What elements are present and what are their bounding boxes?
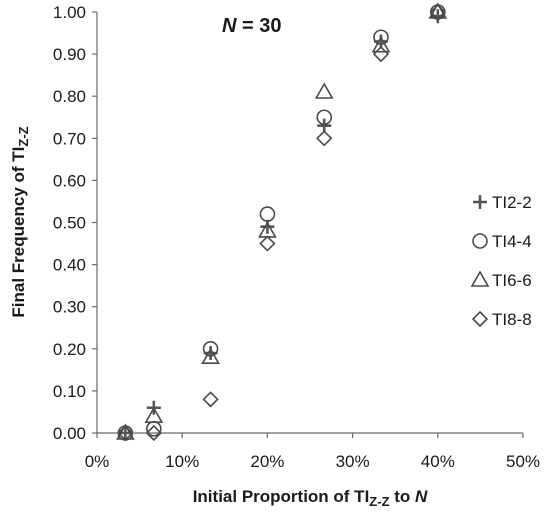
y-axis-title: Final Frequency of TIZ-Z xyxy=(9,126,31,317)
x-axis-title-main: Initial Proportion of TI xyxy=(193,487,370,506)
legend: TI2-2 TI4-4 TI6-6 TI8-8 xyxy=(470,193,532,329)
point-ti6-6 xyxy=(314,82,334,99)
legend-marker-ti6-6 xyxy=(470,270,490,287)
legend-label-ti8-8: TI8-8 xyxy=(492,310,532,329)
point-ti6-6 xyxy=(371,36,391,53)
legend-label-ti6-6: TI6-6 xyxy=(492,271,532,290)
y-tick-label: 0.00 xyxy=(53,424,86,443)
y-tick-label: 0.80 xyxy=(53,87,86,106)
legend-label-ti4-4: TI4-4 xyxy=(492,232,532,251)
point-ti8-8 xyxy=(259,235,276,252)
point-ti4-4 xyxy=(373,29,389,46)
y-tick-label: 0.50 xyxy=(53,214,86,233)
x-axis-title: Initial Proportion of TIZ-Z to N xyxy=(193,487,428,509)
y-tick-label: 0.60 xyxy=(53,171,86,190)
x-axis-title-mid: to xyxy=(390,487,416,506)
legend-label-ti2-2: TI2-2 xyxy=(492,193,532,212)
y-tick-label: 0.40 xyxy=(53,256,86,275)
point-ti8-8 xyxy=(372,45,390,63)
plot-axes xyxy=(96,12,523,434)
legend-marker-ti2-2 xyxy=(473,195,487,209)
y-axis-title-sub: Z-Z xyxy=(16,126,31,146)
y-tick-label: 0.20 xyxy=(53,340,86,359)
point-ti6-6 xyxy=(144,406,164,423)
point-ti8-8 xyxy=(316,130,333,147)
annotation-value: = 30 xyxy=(236,15,281,37)
data-points xyxy=(115,2,448,442)
y-tick-label: 0.30 xyxy=(53,298,86,317)
legend-marker-ti4-4 xyxy=(472,233,488,249)
y-tick-label: 1.00 xyxy=(53,3,86,22)
point-ti8-8 xyxy=(429,3,446,21)
y-tick-label: 0.70 xyxy=(53,129,86,148)
point-ti4-4 xyxy=(259,206,276,222)
y-tick-labels: 0.00 0.10 0.20 0.30 0.40 0.50 0.60 0.70 0.80 0.90… xyxy=(53,3,97,443)
point-ti8-8 xyxy=(145,424,162,442)
point-ti4-4 xyxy=(202,340,219,357)
x-axis-title-sub: Z-Z xyxy=(369,494,389,509)
point-ti8-8 xyxy=(117,424,134,442)
x-tick-label: 50% xyxy=(506,452,540,471)
x-axis-title-n: N xyxy=(415,487,428,506)
point-ti6-6 xyxy=(201,347,220,365)
x-tick-label: 40% xyxy=(421,452,455,471)
y-tick-label: 0.90 xyxy=(53,45,86,64)
point-ti8-8 xyxy=(202,391,219,408)
x-tick-label: 20% xyxy=(250,452,284,471)
annotation-n: N xyxy=(222,15,237,37)
x-tick-label: 10% xyxy=(165,452,199,471)
legend-marker-ti8-8 xyxy=(471,310,489,328)
point-ti4-4 xyxy=(146,420,162,437)
chart-annotation: N = 30 xyxy=(222,15,282,37)
x-tick-label: 0% xyxy=(85,452,110,471)
y-tick-label: 0.10 xyxy=(53,382,86,401)
point-ti4-4 xyxy=(316,109,333,126)
y-axis-title-main: Final Frequency of TI xyxy=(9,147,28,318)
x-tick-label: 30% xyxy=(336,452,370,471)
x-tick-labels: 0% 10% 20% 30% 40% 50% xyxy=(85,433,540,471)
